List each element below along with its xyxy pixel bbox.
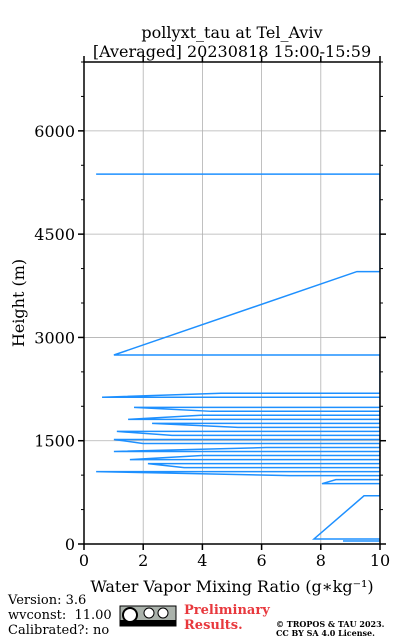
stamp: Results. [184, 618, 243, 633]
data-line [96, 173, 380, 542]
annotation: Calibrated?: no [8, 623, 109, 638]
y-tick-label: 6000 [34, 122, 75, 141]
cc-badge [119, 605, 177, 627]
y-tick-label: 4500 [34, 225, 75, 244]
x-tick-label: 10 [370, 551, 390, 570]
x-tick-label: 8 [316, 551, 326, 570]
chart-title: pollyxt_tau at Tel_Aviv [141, 23, 322, 42]
y-tick-label: 3000 [34, 328, 75, 347]
chart-subtitle: [Averaged] 20230818 15:00-15:59 [93, 42, 371, 61]
x-tick-label: 0 [79, 551, 89, 570]
plot-frame [83, 61, 381, 545]
y-axis-label: Height (m) [9, 259, 28, 347]
y-tick-label: 1500 [34, 432, 75, 451]
annotation: wvconst: 11.00 [8, 608, 112, 623]
annotation: Version: 3.6 [7, 593, 86, 608]
x-tick-label: 2 [138, 551, 148, 570]
license: © TROPOS & TAU 2023. [276, 619, 385, 629]
y-tick-label: 0 [65, 535, 75, 554]
x-tick-label: 4 [197, 551, 207, 570]
x-tick-label: 6 [257, 551, 267, 570]
stamp: Preliminary [184, 603, 270, 618]
x-axis-label: Water Vapor Mixing Ratio (g∗kg⁻¹) [90, 577, 373, 596]
license: CC BY SA 4.0 License. [276, 628, 375, 638]
